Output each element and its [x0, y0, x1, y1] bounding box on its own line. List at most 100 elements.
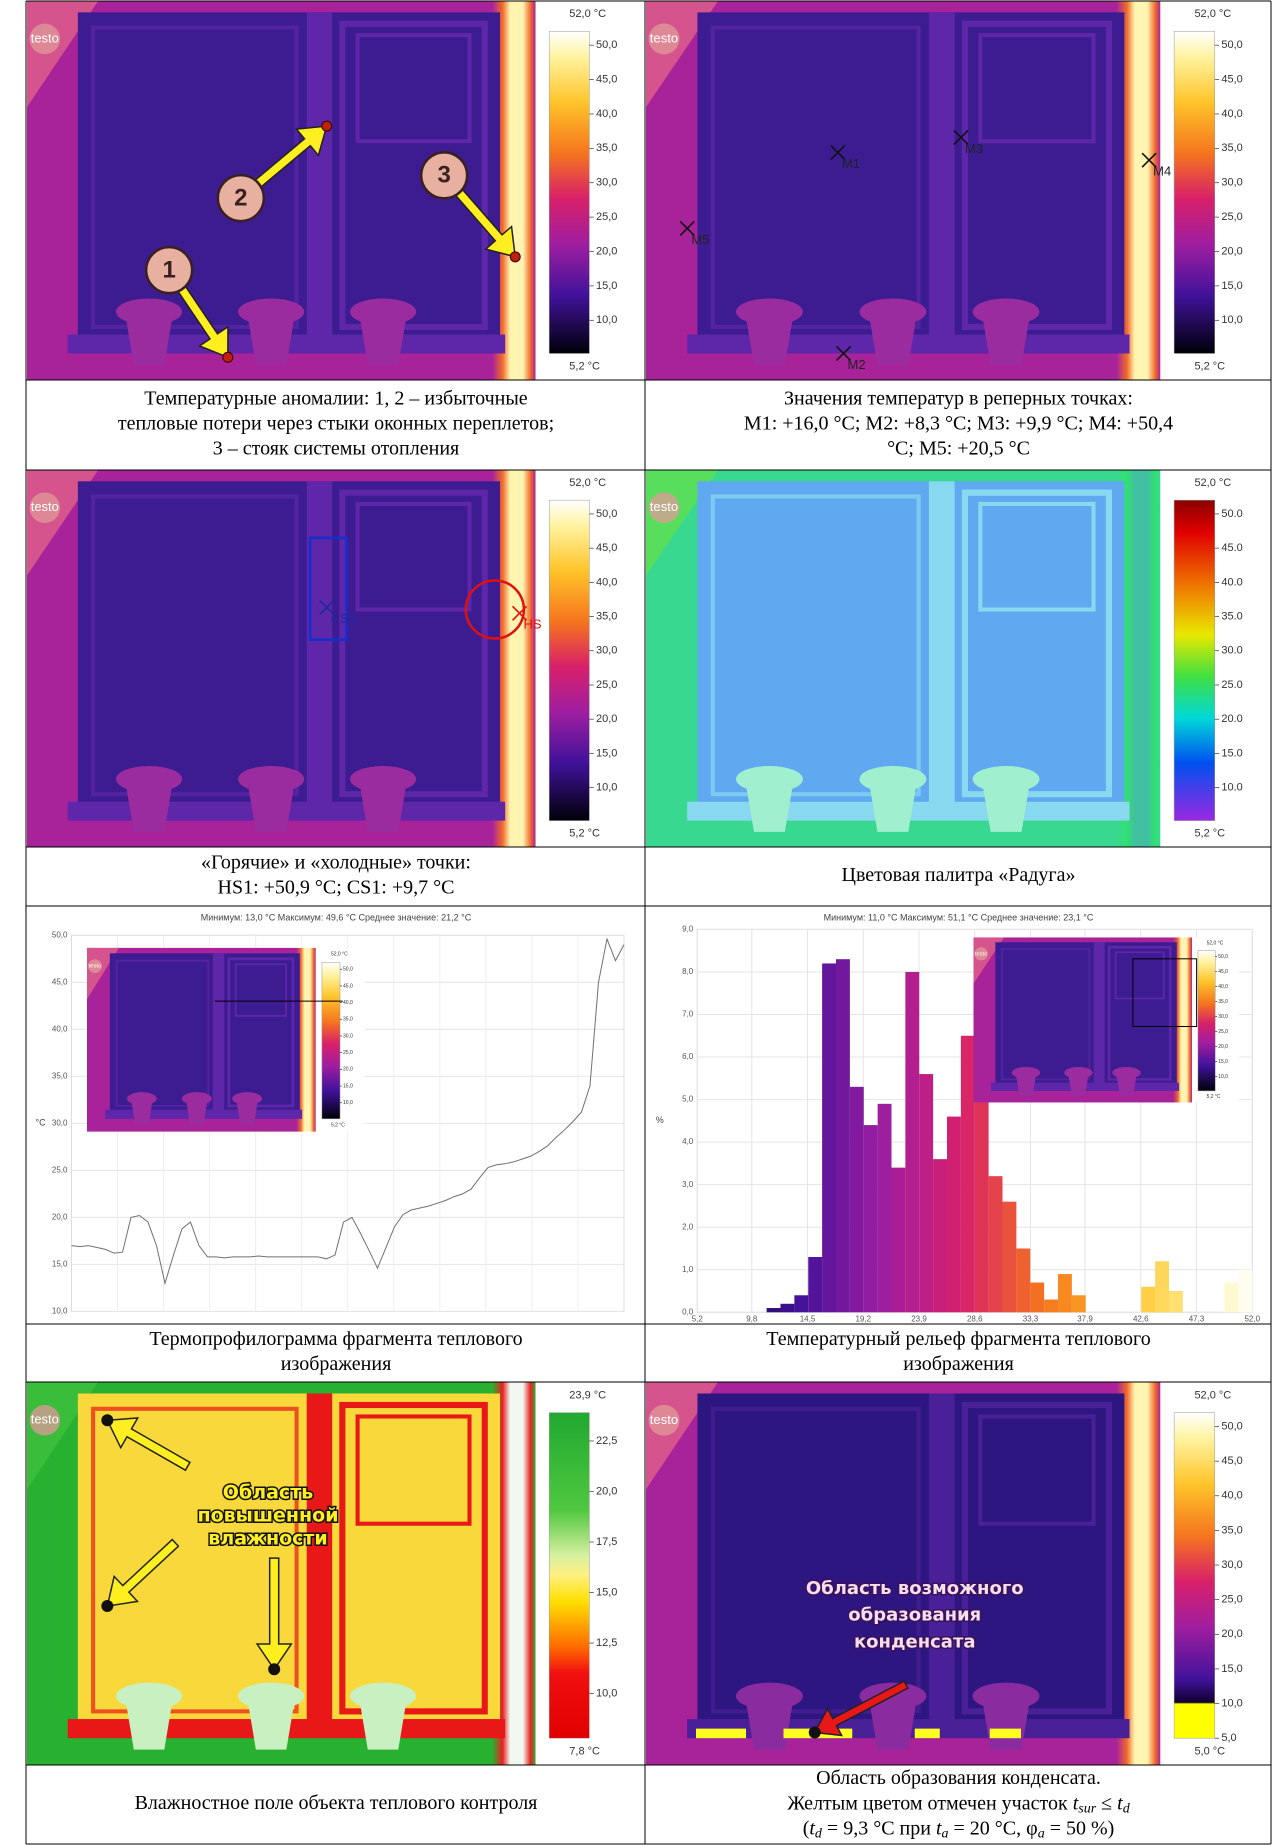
scale-bar — [1173, 31, 1215, 354]
marker-label: 2 — [234, 184, 247, 211]
thermal-image: testo — [27, 470, 536, 847]
caption-line: тепловые потери через стыки оконных пере… — [118, 413, 554, 435]
plant — [126, 1092, 157, 1106]
y-tick-label: 20,0 — [52, 1213, 68, 1222]
scale-tick-label: 35,0 — [1221, 1524, 1242, 1536]
pot — [1068, 1076, 1089, 1096]
logo: testo — [650, 499, 678, 514]
scale-min: 7,8 °C — [569, 1746, 600, 1758]
pot — [1016, 1076, 1036, 1096]
scale-min: 5,2 °C — [1194, 828, 1225, 840]
sash — [1107, 945, 1172, 1081]
plant — [972, 298, 1040, 326]
caption-line: Значения температур в реперных точках: — [784, 388, 1133, 410]
scale-tick-label: 22,5 — [596, 1435, 617, 1447]
sash — [339, 489, 488, 798]
x-tick-label: 37,9 — [1077, 1314, 1093, 1323]
plant — [972, 765, 1040, 793]
point-cross — [679, 220, 695, 236]
scale-tick-label: 15,0 — [1221, 1663, 1242, 1675]
scale-max: 52,0 °C — [1194, 8, 1231, 20]
histogram-bar — [822, 963, 836, 1313]
logo-badge — [648, 492, 680, 524]
caption-segment: t — [1117, 1792, 1123, 1814]
y-tick-label: 0,0 — [682, 1307, 694, 1316]
pot — [982, 786, 1030, 832]
scale-bar — [548, 31, 590, 354]
pot — [248, 1703, 295, 1750]
sash — [339, 1401, 488, 1715]
scale-tick-label: 10,0 — [1218, 1074, 1228, 1080]
window-pane — [91, 25, 299, 329]
y-tick-label: 25,0 — [52, 1165, 68, 1174]
y-tick-label: 8,0 — [682, 967, 694, 976]
thermal-image: testo — [646, 470, 1161, 847]
y-tick-label: 15,0 — [52, 1260, 68, 1269]
scale-tick-label: 45.0 — [1221, 542, 1242, 554]
scale-max: 52,0 °C — [569, 477, 606, 489]
scale-tick-label: 25,0 — [596, 211, 617, 223]
scale-tick-label: 25,0 — [1221, 211, 1242, 223]
caption-line: °C; M5: +20,5 °C — [887, 438, 1030, 460]
histogram-bar — [1030, 1282, 1045, 1313]
plant — [859, 765, 927, 793]
scale-tick-label: 10,0 — [596, 782, 617, 794]
caption-line: Температурный рельеф фрагмента теплового — [766, 1328, 1151, 1350]
scale-max: 52,0 °C — [1194, 477, 1231, 489]
chart-title: Минимум: 13,0 °C Максимум: 49,6 °C Средн… — [201, 912, 472, 922]
window-pane — [115, 959, 210, 1107]
sash-top — [978, 1414, 1096, 1526]
point-cross — [830, 145, 846, 161]
scale-max: 23,9 °C — [569, 1389, 606, 1401]
scale-min: 5,2 °C — [569, 361, 600, 373]
caption-segment: sur — [1078, 1802, 1096, 1817]
histogram-bar — [1058, 1274, 1072, 1313]
histogram-bar — [766, 1308, 781, 1313]
mullion — [928, 12, 955, 343]
scale-tick-label: 40,0 — [1221, 108, 1242, 120]
histogram-bar — [1016, 1248, 1031, 1313]
chart-title: Минимум: 11,0 °C Максимум: 51,1 °C Средн… — [824, 912, 1094, 922]
histogram-bar — [919, 1074, 934, 1313]
pot — [869, 1703, 917, 1750]
plant — [736, 298, 803, 326]
marker-badge — [216, 173, 266, 223]
plant — [116, 298, 183, 326]
scale-tick-label: 10,0 — [343, 1100, 353, 1106]
window — [109, 953, 300, 1114]
window-pane — [91, 1406, 299, 1714]
caption-segment: t — [809, 1817, 815, 1839]
sash-top — [1114, 951, 1165, 1000]
scale-tick-label: 20,0 — [1221, 1628, 1242, 1640]
sash-top — [234, 963, 287, 1017]
mullion — [306, 12, 333, 343]
plant — [238, 765, 305, 793]
scale-tick-label: 20,0 — [596, 245, 617, 257]
caption-line: Цветовая палитра «Радуга» — [842, 864, 1076, 886]
scale-tick-label: 20,0 — [596, 1485, 617, 1497]
caption-line: изображения — [281, 1353, 392, 1375]
marker-badge — [144, 245, 194, 295]
logo-badge — [648, 23, 680, 55]
scale-tick-label: 50,0 — [343, 967, 353, 973]
scale-tick-label: 17,5 — [596, 1536, 617, 1548]
histogram-bar — [794, 1295, 809, 1313]
point-cross — [953, 129, 969, 146]
x-tick-label: 33,3 — [1023, 1314, 1039, 1323]
plant — [116, 1682, 183, 1710]
histogram-bar — [891, 1167, 906, 1313]
window-pane — [710, 494, 921, 797]
logo: testo — [31, 30, 59, 45]
scale-tick-label: 50,0 — [1221, 39, 1242, 51]
histogram-bar — [1002, 1201, 1017, 1313]
plant — [181, 1092, 212, 1106]
sash-top — [978, 33, 1096, 144]
histogram-bar — [780, 1303, 795, 1313]
scale-bar — [1173, 1412, 1215, 1739]
caption-line: M1: +16,0 °C; M2: +8,3 °C; M3: +9,9 °C; … — [744, 413, 1173, 435]
point-label: CS1 — [331, 611, 356, 626]
sash-top — [355, 33, 472, 144]
histogram-bar — [974, 1091, 989, 1313]
caption-line: Температурные аномалии: 1, 2 – избыточны… — [144, 388, 528, 410]
logo: testo — [89, 964, 102, 970]
